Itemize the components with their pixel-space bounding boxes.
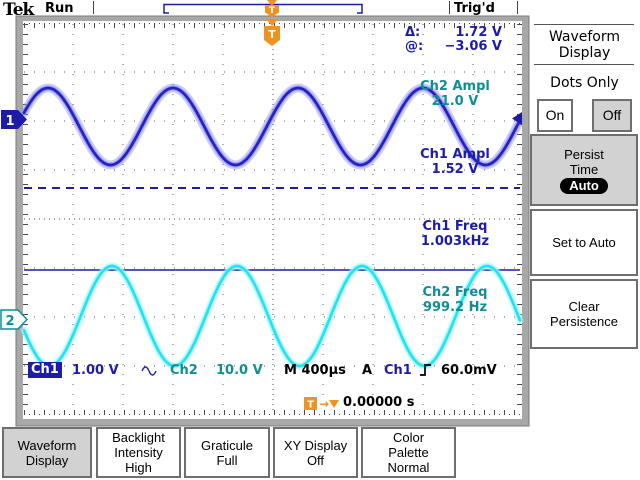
measurement-ch1-ampl: Ch1 Ampl 1.52 V [396,147,514,177]
button-line: Off [306,452,325,468]
trigger-level-arrow-icon [512,112,522,125]
cursor-readout: Δ: 1.72 V @: −3.06 V [405,26,502,54]
cursor-at-label: @: [405,39,424,54]
status-glyphs: T → [141,364,431,411]
cursor-delta-value: 1.72 V [455,25,502,40]
rising-edge-icon [420,364,431,376]
waveforms [19,83,525,370]
button-line: Full [216,452,238,468]
menu-title-line2: Display [558,45,611,61]
record-view-bracket [163,3,363,14]
menu-title-rule-top [534,24,634,25]
persist-line2: Time [569,161,599,177]
button-line: Normal [387,460,430,475]
measurement-value: 1.52 V [431,162,479,177]
trigger-graticule-arrow-icon [266,19,278,26]
ch2-position-marker [0,309,29,330]
ch2-marker-label: 2 [5,314,14,329]
button-line: Intensity [114,445,163,460]
measurement-value: 1.003kHz [420,234,490,249]
persist-line1: Persist [564,146,604,162]
menu-title-rule-bottom [534,64,634,65]
measurement-label: Ch2 Freq [422,285,488,300]
cursor-delta-label: Δ: [405,25,421,40]
bottom-menu-xy-display-button[interactable]: XY Display Off [273,427,358,478]
menu-title: Waveform Display [529,29,640,61]
measurement-ch2-freq: Ch2 Freq 999.2 Hz [396,285,514,315]
trigger-time-arrow: → [319,397,329,411]
trigger-time-t-icon [304,397,317,410]
button-line: Waveform [17,437,77,453]
trigger-flag-top-letter: T [269,6,276,16]
clear-persistence-line2: Persistence [550,314,618,329]
dots-only-off-button[interactable]: Off [592,99,632,132]
menu-title-line1: Waveform [548,29,621,45]
measurement-label: Ch2 Ampl [420,79,490,94]
clear-persistence-button[interactable]: Clear Persistence [530,279,638,349]
ch1-scale-value: 1.00 V [72,363,119,378]
set-to-auto-button[interactable]: Set to Auto [530,209,638,276]
trigger-time-t-letter: T [307,400,314,411]
trigger-flag-top-icon [265,5,279,17]
button-line: Graticule [200,437,254,453]
trigger-position-markers: T T [264,0,280,46]
trigger-graticule-flag-icon [264,26,280,46]
cursor-at-value: −3.06 V [444,39,502,54]
trigger-level: 60.0mV [441,363,497,378]
measurement-label: Ch1 Freq [422,219,488,234]
off-button-label: Off [602,107,622,123]
topbar-graphics [93,1,518,14]
timebase-readout: M 400µs [284,363,346,378]
bottom-menu-graticule-button[interactable]: Graticule Full [184,427,270,478]
trigger-flag-arrow-icon [267,0,277,6]
graticule [23,23,522,415]
ch1-position-marker [1,110,27,129]
trigger-time-readout: 0.00000 s [343,395,415,410]
set-to-auto-label: Set to Auto [552,235,616,250]
button-line: Display [25,452,69,468]
button-line: Palette [388,445,429,460]
tek-logo: Tek [3,0,34,20]
persist-value-pill: Auto [560,177,608,194]
measurement-ch1-freq: Ch1 Freq 1.003kHz [396,219,514,249]
trigger-graticule-flag-letter: T [268,28,276,41]
waveform-ch1 [22,86,522,167]
button-line: XY Display [283,437,348,453]
dots-only-on-button[interactable]: On [537,99,573,132]
bottom-menu-waveform-display-button[interactable]: Waveform Display [2,427,92,478]
on-button-label: On [545,107,565,123]
trigger-mode: A [362,363,373,378]
ch1-coupling-sine-icon [141,366,157,376]
measurement-ch2-ampl: Ch2 Ampl 21.0 V [396,79,514,109]
dots-only-label: Dots Only [550,75,619,91]
bottom-menu-backlight-intensity-button[interactable]: Backlight Intensity High [96,427,181,478]
measurement-value: 21.0 V [431,94,479,109]
ch1-scale-badge: Ch1 [28,362,62,378]
channel-markers: 1 2 [0,110,522,330]
button-line: High [125,460,152,475]
button-line: Color [392,430,425,445]
clear-persistence-line1: Clear [568,299,600,314]
bottom-menu-color-palette-button[interactable]: Color Palette Normal [361,427,456,478]
ch1-marker-label: 1 [5,114,14,129]
persist-time-button[interactable]: Persist Time Auto [530,134,638,206]
acquisition-status: Run [45,1,74,16]
waveform-ch2 [22,264,522,368]
trigger-time-triangle-icon [329,400,339,408]
measurement-label: Ch1 Ampl [420,147,490,162]
button-line: Backlight [112,430,165,445]
ch2-scale-value: 10.0 V [216,363,263,378]
trigger-source: Ch1 [384,363,412,378]
measurement-value: 999.2 Hz [422,300,488,315]
ch2-scale-label: Ch2 [170,363,198,378]
trigger-status: Trig'd [454,1,495,16]
